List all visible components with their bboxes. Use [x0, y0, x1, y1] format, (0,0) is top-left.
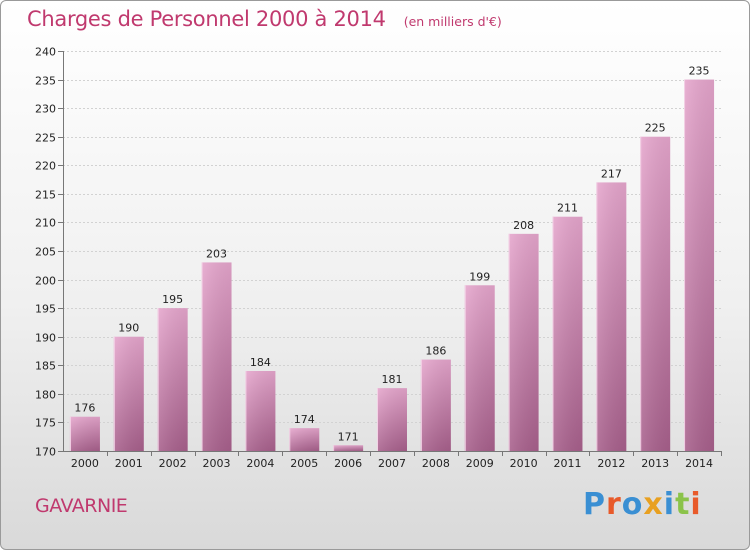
x-tick-label: 2006	[334, 457, 362, 470]
town-name: GAVARNIE	[35, 495, 128, 517]
bar-shade	[420, 359, 451, 451]
y-tick-label: 235	[35, 75, 56, 88]
data-label: 184	[250, 356, 271, 369]
y-tick-label: 190	[35, 332, 56, 345]
bar-shade	[684, 79, 715, 452]
y-tick-label: 225	[35, 132, 56, 145]
bar-shade	[157, 308, 188, 451]
y-tick-label: 205	[35, 246, 56, 259]
x-tick-label: 2004	[246, 457, 274, 470]
bar-shade	[245, 371, 276, 451]
y-tick-label: 195	[35, 303, 56, 316]
x-tick-label: 2002	[159, 457, 187, 470]
x-tick-label: 2012	[597, 457, 625, 470]
chart-title: Charges de Personnel 2000 à 2014 (en mill…	[27, 7, 502, 31]
proxiti-logo: Proxiti	[583, 487, 702, 522]
bar-shade	[289, 428, 320, 451]
bar-shade	[596, 182, 627, 451]
chart-title-text: Charges de Personnel 2000 à 2014	[27, 7, 386, 31]
logo-letter: i	[690, 487, 702, 522]
bar-shade	[333, 445, 364, 451]
y-tick-label: 210	[35, 217, 56, 230]
x-tick-label: 2000	[71, 457, 99, 470]
x-tick-label: 2001	[115, 457, 143, 470]
bar-layer	[69, 79, 715, 452]
y-tick-label: 180	[35, 389, 56, 402]
x-tick-label: 2008	[422, 457, 450, 470]
y-tick-label: 230	[35, 103, 56, 116]
y-tick-label: 215	[35, 189, 56, 202]
data-label: 171	[338, 430, 359, 443]
bar-shade	[464, 285, 495, 451]
chart-subtitle: (en milliers d'€)	[403, 14, 502, 29]
x-tick-label: 2003	[203, 457, 231, 470]
data-label: 195	[162, 293, 183, 306]
y-tick-label: 175	[35, 417, 56, 430]
logo-letter: x	[643, 487, 664, 522]
logo-letter: t	[675, 487, 691, 522]
data-label: 199	[469, 270, 490, 283]
bar-shade	[69, 416, 100, 451]
x-tick-label: 2007	[378, 457, 406, 470]
logo-letter: r	[606, 487, 622, 522]
y-tick-label: 240	[35, 46, 56, 59]
x-tick-label: 2005	[290, 457, 318, 470]
data-label: 190	[118, 322, 139, 335]
data-label: 225	[645, 122, 666, 135]
data-label: 235	[689, 65, 710, 78]
axis-layer: 170 175 180 185 190 195 200 205 210 215 220 225 230 2…	[35, 46, 722, 459]
data-label: 186	[425, 345, 446, 358]
x-tick-label: 2014	[685, 457, 713, 470]
bar-shade	[640, 136, 671, 451]
bar-shade	[201, 262, 232, 451]
y-tick-label: 200	[35, 275, 56, 288]
x-tick-label: 2010	[510, 457, 538, 470]
data-label: 211	[557, 202, 578, 215]
y-tick-label: 220	[35, 160, 56, 173]
data-label: 203	[206, 247, 227, 260]
bar-shade	[377, 388, 407, 451]
x-tick-label: 2009	[466, 457, 494, 470]
data-label: 174	[294, 413, 315, 426]
data-label: 176	[74, 402, 95, 415]
bar-shade	[113, 336, 144, 451]
logo-letter: P	[583, 487, 606, 522]
bar-shade	[552, 216, 583, 451]
y-tick-label: 185	[35, 360, 56, 373]
label-layer: 176 2000 190 2001 195 2002 203 2003 184 2004 174 20…	[71, 65, 713, 470]
data-label: 217	[601, 167, 622, 180]
x-tick-label: 2011	[553, 457, 581, 470]
bar-shade	[508, 233, 539, 451]
x-tick-label: 2013	[641, 457, 669, 470]
data-label: 208	[513, 219, 534, 232]
logo-letter: o	[621, 487, 644, 522]
logo-letter: i	[663, 487, 676, 522]
data-label: 181	[382, 373, 403, 386]
y-tick-label: 170	[35, 446, 56, 459]
